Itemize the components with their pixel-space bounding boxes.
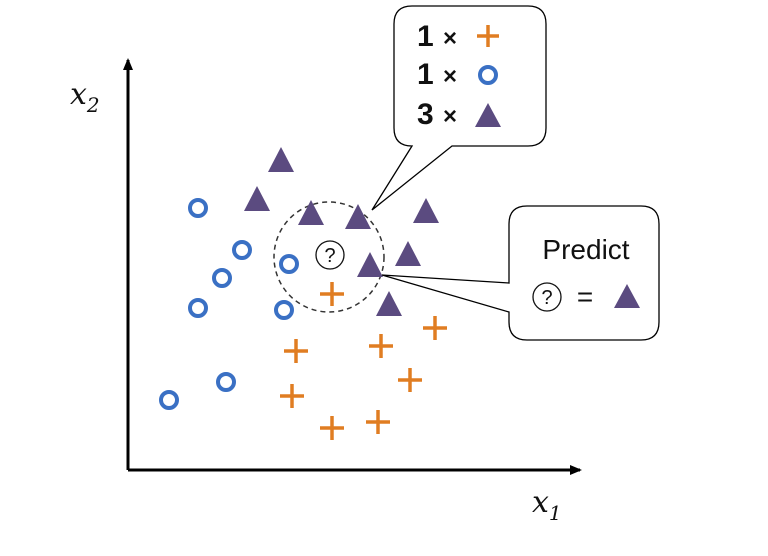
plus-point — [284, 339, 308, 363]
count-circle-symbol — [478, 65, 498, 85]
y-axis-label-subscript: 2 — [86, 93, 100, 117]
circle-point — [159, 390, 179, 410]
count-callout-bubble — [371, 5, 547, 211]
query-point-label: ? — [324, 245, 335, 267]
circle-point — [188, 198, 208, 218]
predict-query-label: ? — [541, 287, 552, 309]
predict-callout: Predict ? = — [381, 205, 660, 341]
predict-query-symbol — [532, 282, 562, 312]
count-plus-symbol — [477, 25, 499, 47]
count-triangle-number: 3 — [417, 98, 434, 131]
plus-point — [320, 282, 344, 306]
count-triangle-symbol — [475, 103, 501, 127]
predict-title: Predict — [542, 234, 629, 265]
predict-result-triangle — [614, 284, 640, 308]
predict-equals: = — [577, 281, 593, 312]
circle-point — [212, 268, 232, 288]
neighborhood-circle — [273, 201, 385, 313]
count-triangle-times: × — [443, 103, 457, 130]
count-plus-times: × — [443, 25, 457, 52]
triangle-point — [413, 198, 439, 223]
circle-points — [159, 198, 299, 410]
plus-point — [366, 410, 390, 434]
x-axis-label: x1 — [532, 485, 562, 525]
y-axis-label: x2 — [70, 77, 100, 117]
circle-point — [274, 300, 294, 320]
count-circle-number: 1 — [417, 58, 434, 91]
triangle-point — [345, 204, 371, 229]
count-callout: 1 × 1 × 3 × — [371, 5, 547, 211]
triangle-point — [268, 147, 294, 172]
plus-point — [423, 316, 447, 340]
plus-points — [280, 282, 447, 440]
triangle-point — [357, 252, 383, 277]
triangle-points — [244, 147, 439, 316]
x-axis-label-subscript: 1 — [549, 501, 562, 525]
circle-point — [279, 254, 299, 274]
predict-callout-bubble — [381, 205, 660, 341]
triangle-point — [244, 186, 270, 211]
triangle-point — [376, 291, 402, 316]
count-circle-times: × — [443, 63, 457, 90]
plus-point — [369, 334, 393, 358]
plus-point — [398, 368, 422, 392]
plus-point — [320, 416, 344, 440]
plus-point — [280, 384, 304, 408]
circle-point — [216, 372, 236, 392]
triangle-point — [395, 241, 421, 266]
circle-point — [232, 240, 252, 260]
triangle-point — [298, 200, 324, 225]
query-point: ? — [315, 240, 345, 270]
circle-point — [188, 298, 208, 318]
count-plus-number: 1 — [417, 20, 434, 53]
